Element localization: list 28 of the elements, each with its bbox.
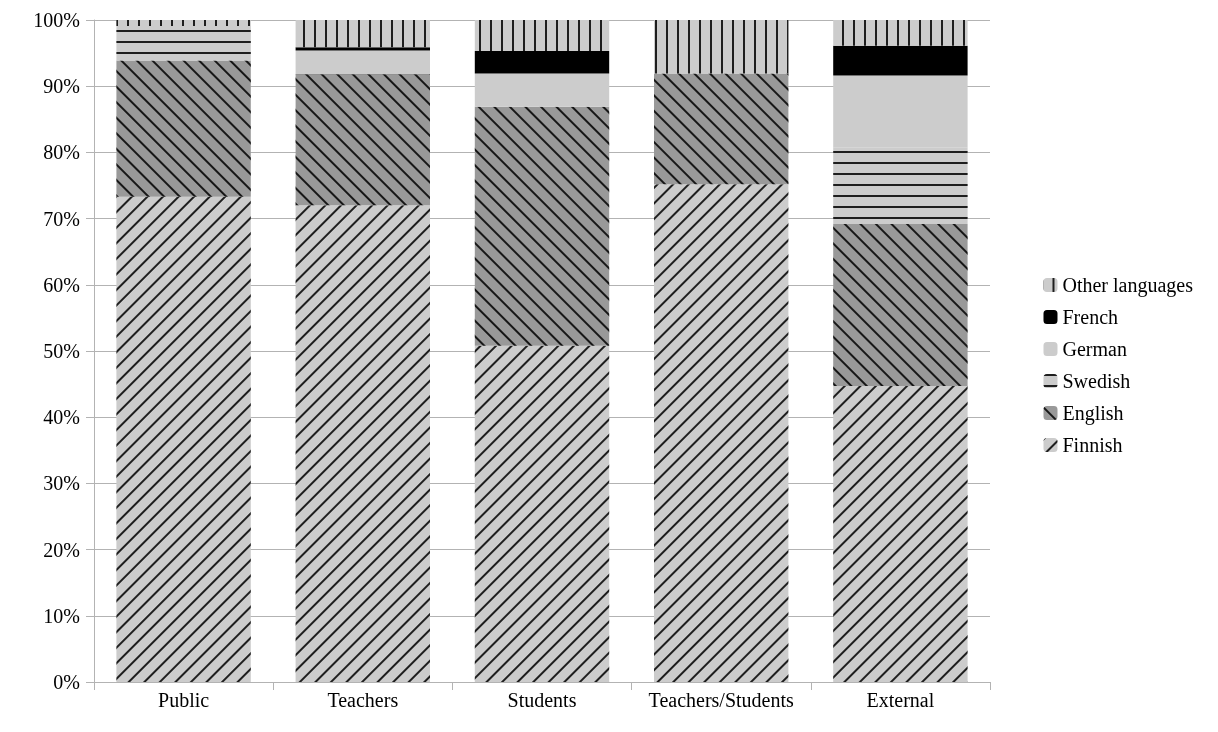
y-tick-label: 0% [53,671,80,693]
legend-label: Swedish [1062,370,1131,392]
y-tick-label: 50% [43,340,80,362]
bar [474,51,610,74]
y-tick-label: 70% [43,207,80,230]
y-tick-label: 60% [43,273,80,296]
y-tick-label: 80% [43,141,80,164]
y-tick-label: 90% [43,75,80,98]
y-tick-label: 100% [33,9,80,31]
bar [474,73,610,105]
x-tick-label: Students [507,689,577,711]
x-tick-label: Teachers/Students [648,689,795,711]
legend-label: French [1062,306,1119,328]
legend-label: Other languages [1062,274,1194,297]
bar [833,75,968,148]
y-tick-label: 40% [43,406,80,429]
x-tick-label: Teachers [327,689,399,711]
y-tick-label: 20% [43,538,80,561]
legend-label: Finnish [1062,434,1123,456]
bar [833,45,968,76]
x-tick-label: Public [158,689,210,711]
x-tick-label: External [866,689,935,711]
y-tick-label: 30% [43,472,80,495]
y-tick-label: 10% [43,604,80,627]
legend-label: English [1062,402,1124,425]
legend-label: German [1062,338,1127,360]
bar [295,50,430,71]
bar [295,47,430,51]
